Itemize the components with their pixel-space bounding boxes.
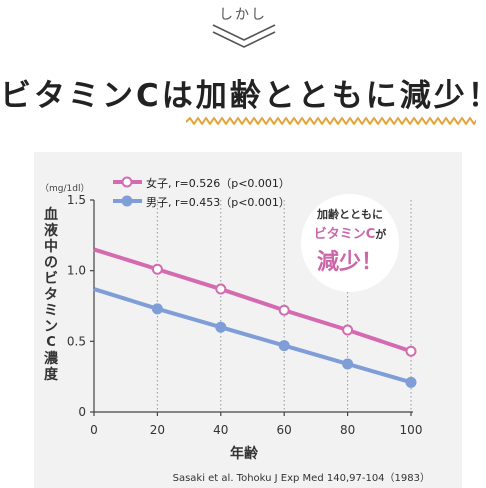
data-point-male (215, 321, 227, 333)
x-tick-label: 20 (150, 423, 165, 437)
x-axis-label: 年齢 (230, 446, 258, 462)
x-tick-label: 80 (340, 423, 355, 437)
series-line-male (93, 287, 412, 385)
y-axis-label-char: ビ (44, 271, 58, 287)
y-axis-label-char: 濃 (44, 351, 58, 367)
legend-male-label: 男子, r=0.453（p<0.001） (146, 196, 290, 209)
x-tick-label: 100 (400, 423, 423, 437)
y-axis-label-char: 血 (44, 207, 58, 223)
squiggle-underline (186, 117, 476, 125)
y-axis-label-char: 度 (44, 367, 58, 383)
data-point-male (278, 340, 290, 352)
double-chevron-down-icon (212, 24, 276, 48)
y-axis-label-char: ミ (44, 303, 58, 319)
data-point-male (151, 303, 163, 315)
x-tick-label: 40 (213, 423, 228, 437)
legend-male: 男子, r=0.453（p<0.001） (146, 194, 290, 210)
data-point-female (278, 304, 290, 316)
y-axis-label-char: 液 (44, 223, 58, 239)
callout-ga: が (375, 228, 387, 241)
y-axis-label-char: 中 (44, 239, 58, 255)
callout-line1: 加齢とともに (317, 208, 383, 221)
legend-marker-male (121, 195, 133, 207)
y-axis-label-char: ン (44, 319, 58, 335)
data-point-female (405, 345, 417, 357)
chart-panel (34, 152, 462, 488)
data-point-male (342, 358, 354, 370)
legend-marker-female (121, 176, 133, 188)
callout-line3: 減少！ (316, 250, 383, 275)
data-point-female (215, 283, 227, 295)
y-tick-label: 1.5 (67, 193, 86, 207)
callout-line2: ビタミンCが (301, 223, 399, 242)
y-tick-label: 1.0 (67, 264, 86, 278)
legend-female-label: 女子, r=0.526（p<0.001） (146, 177, 290, 190)
x-tick-label: 60 (277, 423, 292, 437)
callout-bubble: 加齢とともに ビタミンCが 減少！ (301, 194, 399, 292)
data-point-female (151, 263, 163, 275)
data-point-male (405, 376, 417, 388)
legend-female: 女子, r=0.526（p<0.001） (146, 175, 290, 191)
y-axis-unit: （mg/1dl） (40, 184, 90, 194)
y-axis-label-char: の (44, 255, 58, 271)
citation: Sasaki et al. Tohoku J Exp Med 140,97-10… (172, 473, 430, 484)
y-axis-label-char: タ (44, 287, 58, 303)
top-label: しかし (219, 7, 267, 23)
data-point-female (342, 324, 354, 336)
x-tick-label: 0 (90, 423, 98, 437)
y-axis-label-char: C (46, 335, 56, 350)
series-line-female (93, 247, 412, 354)
y-tick-label: 0.5 (67, 334, 86, 348)
callout-vitaminc: ビタミンC (313, 227, 376, 242)
y-tick-label: 0 (78, 405, 86, 419)
headline: ビタミンCは加齢とともに減少！ (0, 78, 486, 114)
